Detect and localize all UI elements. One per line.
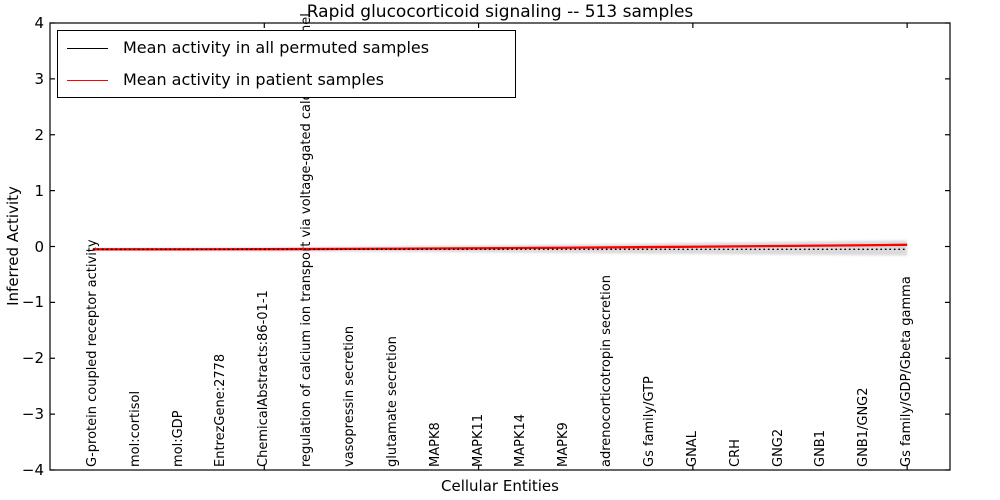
category-label: mol:cortisol [127, 390, 143, 467]
y-tick-label: −2 [21, 349, 44, 368]
category-label: G-protein coupled receptor activity [84, 239, 100, 467]
legend-label: Mean activity in patient samples [123, 70, 384, 89]
chart-title: Rapid glucocorticoid signaling -- 513 sa… [306, 2, 694, 22]
patient-mean-line [92, 243, 908, 251]
category-label: MAPK11 [470, 413, 486, 467]
uncertainty-band [92, 240, 908, 256]
category-label: vasopressin secretion [342, 325, 357, 467]
category-label: mol:GDP [170, 410, 186, 467]
category-label: GNG2 [770, 428, 786, 467]
y-tick-label: −3 [21, 405, 44, 424]
category-label: GNB1 [813, 430, 829, 467]
category-label: GNAL [684, 431, 700, 467]
legend-line-sample [67, 47, 108, 49]
y-tick-label: 0 [34, 237, 44, 256]
y-tick-label: −1 [21, 293, 44, 312]
category-label: MAPK9 [556, 422, 572, 467]
y-tick-label: 1 [34, 181, 44, 200]
category-label: EntrezGene:2778 [213, 353, 229, 467]
category-label: ChemicalAbstracts:86-01-1 [256, 290, 272, 467]
category-label: CRH [727, 439, 743, 467]
legend-box: Mean activity in all permuted samples Mea… [57, 30, 516, 98]
category-label: Gs family/GDP/Gbeta gamma [899, 276, 915, 467]
legend-label: Mean activity in all permuted samples [123, 38, 430, 57]
y-tick-label: 3 [34, 69, 44, 88]
category-label: MAPK8 [427, 422, 443, 467]
y-tick-label: 4 [34, 14, 44, 32]
y-tick-label: 2 [34, 125, 44, 144]
y-tick-label: −4 [21, 461, 44, 479]
legend-line-sample [67, 79, 108, 81]
category-label: glutamate secretion [384, 336, 400, 467]
category-label: GNB1/GNG2 [856, 387, 872, 467]
category-label: Gs family/GTP [642, 376, 657, 467]
legend-entry: Mean activity in all permuted samples [58, 32, 515, 64]
legend-entry: Mean activity in patient samples [58, 64, 515, 96]
category-label: adrenocorticotropin secretion [599, 275, 615, 467]
category-label: MAPK14 [513, 413, 529, 467]
x-axis-label: Cellular Entities [441, 477, 559, 495]
